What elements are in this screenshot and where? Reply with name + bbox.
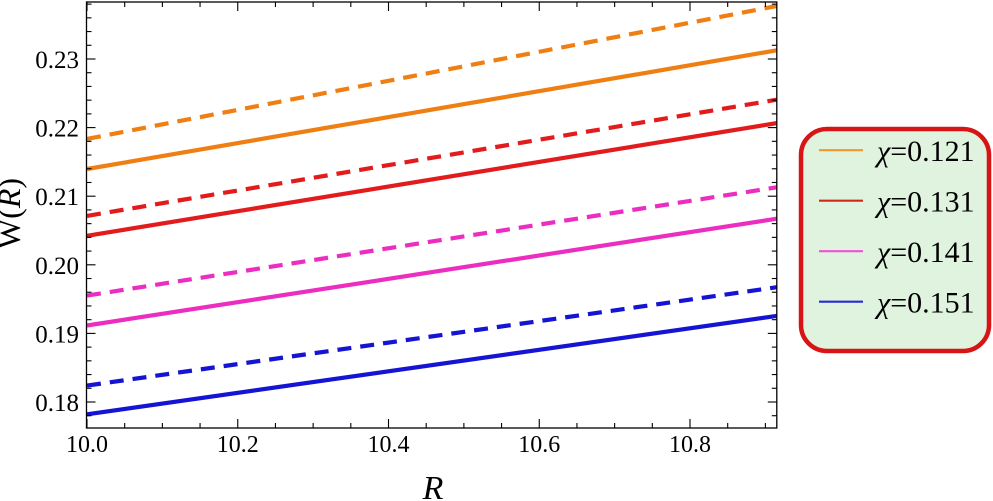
svg-text:0.19: 0.19 — [35, 321, 79, 348]
svg-text:R: R — [422, 470, 444, 501]
svg-text:χ=0.121: χ=0.121 — [874, 135, 975, 168]
svg-text:χ=0.131: χ=0.131 — [874, 186, 975, 219]
svg-text:χ=0.141: χ=0.141 — [874, 236, 975, 269]
svg-text:10.8: 10.8 — [669, 432, 711, 458]
svg-text:10.4: 10.4 — [368, 432, 410, 458]
svg-text:W(R): W(R) — [0, 178, 27, 249]
svg-text:10.2: 10.2 — [217, 432, 259, 458]
svg-text:10.6: 10.6 — [518, 432, 560, 458]
svg-text:χ=0.151: χ=0.151 — [874, 287, 975, 320]
svg-text:10.0: 10.0 — [66, 432, 108, 458]
svg-text:0.23: 0.23 — [35, 47, 79, 74]
svg-text:0.22: 0.22 — [35, 116, 79, 143]
svg-text:0.20: 0.20 — [35, 253, 79, 280]
svg-text:0.21: 0.21 — [35, 184, 79, 211]
svg-text:0.18: 0.18 — [35, 390, 79, 417]
